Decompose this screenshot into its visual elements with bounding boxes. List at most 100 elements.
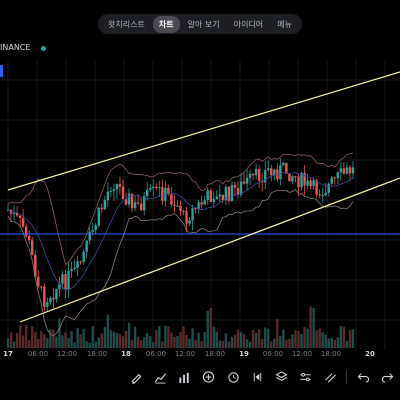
candle-body [288, 173, 291, 182]
volume-bar [118, 333, 122, 348]
candle-body [136, 202, 140, 204]
volume-bar [6, 338, 10, 348]
candle-body [15, 213, 19, 216]
volume-bar [333, 339, 337, 348]
volume-bar [203, 331, 206, 348]
tab-4[interactable]: 메뉴 [277, 19, 292, 29]
toolbar-separator [346, 370, 348, 384]
candle-body [264, 170, 267, 183]
volume-bar [170, 332, 173, 348]
candle-body [303, 172, 306, 186]
time-label: 12:00 [174, 350, 196, 358]
bollinger-upper [7, 152, 354, 266]
tab-3[interactable]: 아이디어 [233, 19, 264, 29]
volume-bar [112, 331, 116, 348]
volume-bar [279, 335, 282, 348]
volume-bar [239, 331, 243, 348]
candle-body [306, 180, 309, 186]
volume-bar [303, 326, 306, 348]
symbol-marker [0, 65, 3, 77]
volume-bar [348, 330, 352, 348]
volume-bar [336, 337, 340, 348]
candle-body [70, 268, 73, 272]
trend-lines-icon[interactable] [322, 369, 338, 385]
candle-body [194, 208, 197, 210]
volume-bar [300, 333, 303, 348]
candle-body [79, 261, 82, 263]
time-label: 06:00 [262, 350, 284, 358]
volume-bar [288, 338, 291, 348]
candle-body [64, 274, 67, 290]
candle-body [58, 283, 61, 290]
volume-bar [257, 329, 261, 348]
candle-body [43, 286, 46, 307]
replay-icon[interactable] [249, 369, 265, 385]
settings-sliders-icon[interactable] [298, 369, 314, 385]
volume-bar [221, 340, 225, 348]
candle-body [282, 162, 285, 166]
candle-body [188, 220, 191, 224]
tab-0[interactable]: 왓치리스트 [108, 19, 145, 29]
volume-bar [142, 337, 146, 348]
candle-body [191, 208, 194, 221]
volume-bar [106, 314, 110, 348]
price-chart[interactable] [0, 60, 400, 350]
volume-bar [109, 330, 113, 348]
candle-body [327, 183, 330, 193]
candle-body [118, 184, 122, 187]
volume-bar [46, 338, 49, 348]
candle-body [103, 200, 107, 210]
candle-body [182, 211, 185, 213]
volume-bar [164, 325, 167, 348]
candle-body [82, 251, 85, 263]
candle-body [312, 180, 315, 187]
undo-icon[interactable] [356, 369, 372, 385]
compare-icon[interactable] [177, 369, 193, 385]
candle-body [52, 297, 55, 300]
candle-body [18, 215, 22, 219]
volume-bar [212, 326, 215, 348]
candle-body [124, 199, 128, 205]
tab-2[interactable]: 알아 보기 [187, 19, 220, 29]
add-icon[interactable] [201, 369, 217, 385]
pencil-icon[interactable] [128, 369, 144, 385]
volume-bar [197, 332, 200, 348]
volume-bar [94, 341, 97, 348]
volume-bar [24, 325, 28, 348]
volume-bar [282, 329, 285, 348]
volume-bar [285, 339, 288, 348]
channel-upper-line [7, 71, 400, 191]
alert-icon[interactable] [225, 369, 241, 385]
volume-bar [149, 335, 152, 348]
bollinger-middle [7, 171, 354, 291]
candle-body [254, 168, 258, 176]
candle-body [6, 209, 10, 211]
candle-body [291, 176, 294, 182]
candle-body [309, 180, 312, 187]
volume-bar [43, 334, 46, 348]
indicators-icon[interactable] [152, 369, 168, 385]
candle-body [127, 193, 131, 205]
volume-bar [79, 334, 82, 348]
candle-body [179, 205, 182, 212]
candle-body [197, 202, 200, 209]
candle-body [27, 236, 31, 241]
time-axis[interactable]: 17 06:00 12:00 18:00 18 06:00 12:00 18:00 19 06:0… [0, 350, 400, 362]
volume-bar [297, 331, 300, 348]
candle-body [31, 240, 34, 255]
time-label: 06:00 [145, 350, 167, 358]
candle-body [297, 176, 300, 188]
volume-bar [312, 308, 315, 348]
candle-body [336, 172, 340, 179]
volume-bar [130, 339, 134, 348]
candle-body [270, 168, 273, 176]
layers-icon[interactable] [274, 369, 290, 385]
volume-bar [40, 330, 43, 348]
tab-1[interactable]: 차트 [152, 15, 180, 33]
candle-body [227, 186, 231, 202]
volume-bar [21, 335, 25, 348]
volume-bar [9, 332, 13, 348]
redo-icon[interactable] [380, 369, 396, 385]
volume-bar [161, 341, 164, 348]
candle-body [351, 167, 355, 174]
